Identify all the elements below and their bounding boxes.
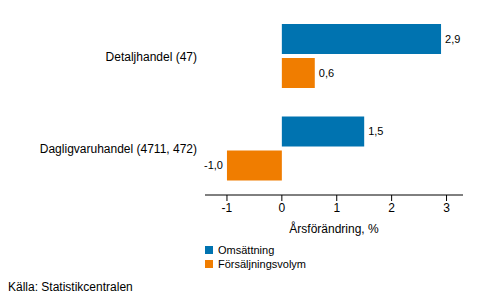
svg-text:1,5: 1,5: [368, 125, 383, 137]
svg-text:2,9: 2,9: [445, 33, 460, 45]
svg-text:Detaljhandel (47): Detaljhandel (47): [106, 50, 197, 64]
html-text:Omsättning: Omsättning: [218, 244, 275, 256]
svg-text:1: 1: [333, 201, 340, 215]
svg-text:0: 0: [279, 201, 286, 215]
svg-text:2: 2: [388, 201, 395, 215]
html-text:Källa: Statistikcentralen: Källa: Statistikcentralen: [8, 280, 133, 294]
svg-text:-1,0: -1,0: [204, 159, 223, 171]
svg-text:Dagligvaruhandel (4711, 472): Dagligvaruhandel (4711, 472): [40, 142, 197, 156]
svg-text:0,6: 0,6: [319, 67, 334, 79]
html-text:Försäljningsvolym: Försäljningsvolym: [218, 258, 306, 270]
svg-text:3: 3: [443, 201, 450, 215]
svg-text:Årsförändring, %: Årsförändring, %: [289, 221, 379, 236]
svg-text:-1: -1: [222, 201, 233, 215]
